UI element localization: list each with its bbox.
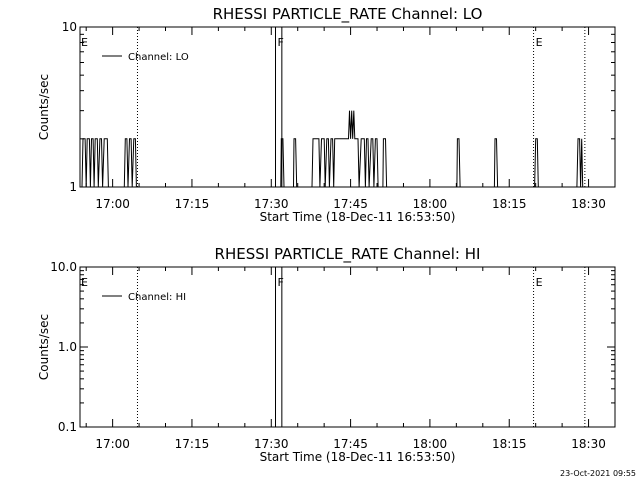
- event-label: F: [278, 36, 284, 49]
- event-label: E: [81, 36, 88, 49]
- x-tick-label: 18:00: [413, 437, 448, 451]
- y-tick-label: 10: [62, 20, 77, 34]
- y-axis-label: Counts/sec: [37, 74, 51, 140]
- x-axis-label: Start Time (18-Dec-11 16:53:50): [260, 210, 456, 224]
- chart-title: RHESSI PARTICLE_RATE Channel: LO: [213, 5, 483, 24]
- chart-panel-1: RHESSI PARTICLE_RATE Channel: HI Counts/s…: [37, 245, 616, 464]
- legend-label: Channel: LO: [128, 52, 189, 63]
- footer-timestamp: 23-Oct-2021 09:55: [560, 469, 636, 478]
- x-axis-label: Start Time (18-Dec-11 16:53:50): [260, 450, 456, 464]
- chart-panel-0: RHESSI PARTICLE_RATE Channel: LO Counts/s…: [37, 5, 616, 224]
- y-tick-label: 1.0: [58, 340, 77, 354]
- x-tick-label: 17:00: [95, 197, 130, 211]
- x-tick-label: 18:00: [413, 197, 448, 211]
- x-tick-label: 17:15: [175, 197, 210, 211]
- event-label: E: [81, 276, 88, 289]
- y-tick-label: 0.1: [58, 420, 77, 434]
- x-tick-label: 17:45: [333, 197, 368, 211]
- x-tick-label: 17:30: [254, 437, 289, 451]
- x-tick-label: 17:45: [333, 437, 368, 451]
- event-label: F: [278, 276, 284, 289]
- y-axis-label: Counts/sec: [37, 314, 51, 380]
- event-label: E: [536, 276, 543, 289]
- legend-label: Channel: HI: [128, 292, 186, 303]
- x-tick-label: 18:15: [492, 197, 527, 211]
- x-tick-label: 17:15: [175, 437, 210, 451]
- x-tick-label: 18:30: [571, 197, 606, 211]
- plot-frame: [79, 26, 616, 188]
- chart-title: RHESSI PARTICLE_RATE Channel: HI: [215, 245, 481, 264]
- plot-frame: [79, 266, 616, 428]
- x-tick-label: 18:30: [571, 437, 606, 451]
- y-tick-label: 10.0: [50, 260, 77, 274]
- event-label: E: [536, 36, 543, 49]
- x-tick-label: 17:30: [254, 197, 289, 211]
- x-tick-label: 18:15: [492, 437, 527, 451]
- x-tick-label: 17:00: [95, 437, 130, 451]
- series-line-0: [81, 110, 584, 188]
- y-tick-label: 1: [69, 180, 77, 194]
